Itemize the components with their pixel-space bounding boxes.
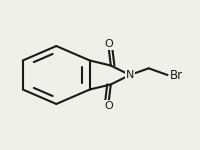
Text: O: O	[104, 101, 113, 111]
Text: O: O	[104, 39, 113, 49]
Text: Br: Br	[170, 69, 183, 81]
Text: N: N	[126, 70, 134, 80]
